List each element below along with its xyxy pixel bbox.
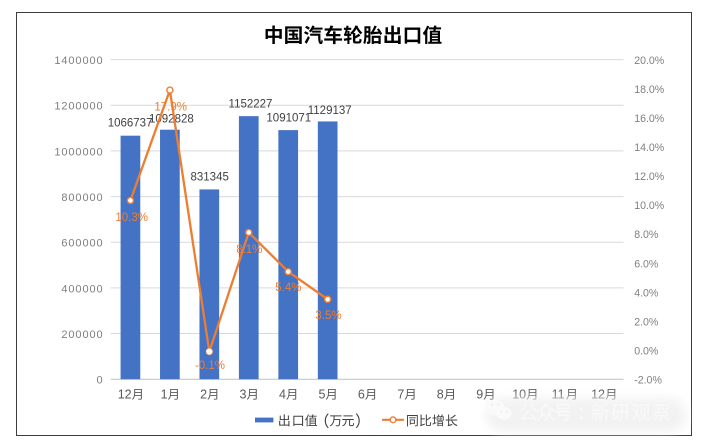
svg-text:831345: 831345 <box>191 172 229 184</box>
svg-text:800000: 800000 <box>61 192 103 204</box>
svg-text:1400000: 1400000 <box>54 55 103 67</box>
svg-text:1066737: 1066737 <box>108 118 153 130</box>
svg-text:7: 7 <box>397 388 404 402</box>
svg-text:20.0%: 20.0% <box>634 55 665 67</box>
svg-text:1129137: 1129137 <box>308 105 352 117</box>
svg-text:600000: 600000 <box>61 238 103 250</box>
svg-text:1152227: 1152227 <box>229 99 273 111</box>
svg-text:0.0%: 0.0% <box>634 345 659 357</box>
svg-text:4: 4 <box>279 388 286 402</box>
svg-text:-2.0%: -2.0% <box>634 375 662 387</box>
svg-text:5.4%: 5.4% <box>275 282 301 294</box>
svg-text:-0.1%: -0.1% <box>195 360 225 372</box>
svg-text:1000000: 1000000 <box>54 146 103 158</box>
svg-text:2.0%: 2.0% <box>634 316 659 328</box>
svg-text:16.0%: 16.0% <box>634 113 665 125</box>
svg-text:8.1%: 8.1% <box>236 244 262 256</box>
svg-text:18.0%: 18.0% <box>634 84 665 96</box>
svg-text:10.3%: 10.3% <box>115 212 148 224</box>
svg-text:4.0%: 4.0% <box>634 287 659 299</box>
svg-text:8.0%: 8.0% <box>634 229 659 241</box>
svg-text:1: 1 <box>161 388 168 402</box>
svg-text:8: 8 <box>437 388 444 402</box>
svg-text:10.0%: 10.0% <box>634 200 665 212</box>
svg-text:0: 0 <box>96 375 103 387</box>
svg-text:14.0%: 14.0% <box>634 142 665 154</box>
svg-text:2: 2 <box>200 388 207 402</box>
svg-text:6: 6 <box>358 388 365 402</box>
svg-text:1200000: 1200000 <box>54 101 103 113</box>
svg-text:6.0%: 6.0% <box>634 258 659 270</box>
svg-text:3: 3 <box>240 388 247 402</box>
svg-text:1091071: 1091071 <box>266 113 311 125</box>
svg-text:12.0%: 12.0% <box>634 171 665 183</box>
svg-text:3.5%: 3.5% <box>315 310 341 322</box>
svg-text:400000: 400000 <box>61 283 103 295</box>
svg-text:200000: 200000 <box>61 329 103 341</box>
svg-text:17.9%: 17.9% <box>154 102 187 114</box>
svg-text:1092828: 1092828 <box>149 113 194 125</box>
svg-text:12: 12 <box>118 388 132 402</box>
svg-text:9: 9 <box>476 388 483 402</box>
svg-text:5: 5 <box>318 388 325 402</box>
